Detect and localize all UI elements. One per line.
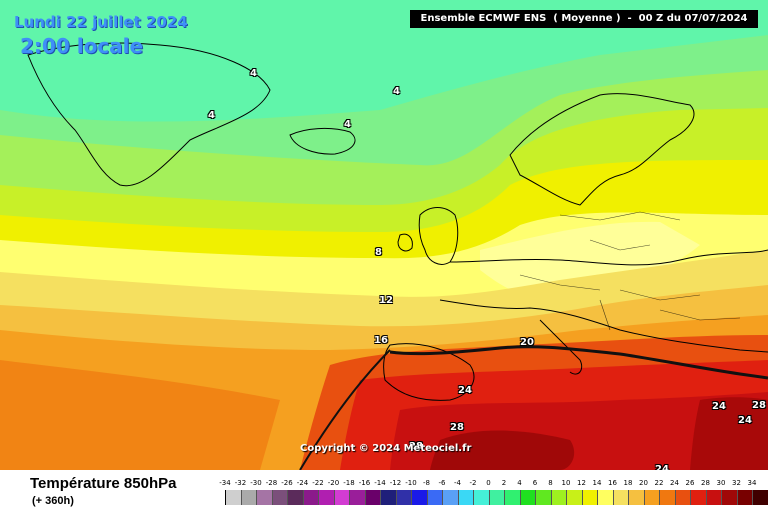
- scale-tick-label: 4: [517, 479, 522, 487]
- scale-tick-label: 14: [592, 479, 602, 487]
- scale-swatch: [691, 490, 707, 505]
- scale-swatch: [660, 490, 676, 505]
- variable-title: Température 850hPa: [30, 475, 177, 492]
- isotherm-label: 4: [393, 86, 400, 97]
- scale-swatch: [505, 490, 521, 505]
- scale-tick-label: 30: [716, 479, 726, 487]
- scale-swatch: [675, 490, 691, 505]
- scale-tick-label: 12: [577, 479, 586, 487]
- scale-tick-label: -16: [358, 479, 371, 487]
- isotherm-label: 8: [375, 247, 382, 258]
- scale-swatch: [241, 490, 257, 505]
- scale-swatch: [365, 490, 381, 505]
- scale-swatch: [629, 490, 645, 505]
- scale-tick-label: -20: [327, 479, 340, 487]
- scale-tick-label: 8: [548, 479, 553, 487]
- copyright-text: Copyright © 2024 Meteociel.fr: [300, 443, 472, 454]
- scale-swatch: [737, 490, 753, 505]
- scale-swatch: [288, 490, 304, 505]
- scale-swatch: [458, 490, 474, 505]
- scale-swatch: [520, 490, 536, 505]
- scale-swatch: [226, 490, 242, 505]
- scale-tick-label: -18: [343, 479, 355, 487]
- scale-tick-label: 6: [532, 479, 538, 487]
- scale-swatch: [350, 490, 366, 505]
- isotherm-label: 28: [409, 441, 423, 452]
- model-run-banner: Ensemble ECMWF ENS ( Moyenne ) - 00 Z du…: [410, 10, 758, 28]
- scale-tick-label: 16: [608, 479, 617, 487]
- scale-swatch: [412, 490, 428, 505]
- local-time: 2:00 locale: [20, 34, 144, 58]
- scale-swatch: [396, 490, 412, 505]
- scale-tick-label: 10: [561, 479, 571, 487]
- isotherm-label: 24: [458, 385, 472, 396]
- scale-swatch: [474, 490, 490, 505]
- scale-tick-label: 22: [654, 479, 664, 487]
- scale-tick-label: 18: [623, 479, 633, 487]
- scale-tick-label: 28: [701, 479, 710, 487]
- scale-tick-label: 26: [685, 479, 695, 487]
- scale-swatch: [753, 490, 768, 505]
- isotherm-label: 16: [374, 335, 388, 346]
- scale-swatch: [582, 490, 598, 505]
- temperature-map: Lundi 22 juillet 2024 2:00 locale Ensemb…: [0, 0, 768, 470]
- isotherm-label: 24: [655, 464, 669, 470]
- isotherm-label: 12: [379, 295, 393, 306]
- scale-tick-label: -14: [374, 479, 386, 487]
- scale-tick-label: -32: [234, 479, 247, 487]
- scale-tick-label: 2: [501, 479, 507, 487]
- scale-tick-label: -2: [469, 479, 477, 487]
- scale-swatch: [381, 490, 397, 505]
- scale-tick-label: -28: [265, 479, 278, 487]
- isotherm-label: 4: [344, 119, 351, 130]
- scale-swatch: [567, 490, 583, 505]
- isotherm-label: 24: [738, 415, 752, 426]
- scale-swatch: [489, 490, 505, 505]
- scale-swatch: [319, 490, 335, 505]
- scale-tick-label: -10: [405, 479, 417, 487]
- isotherm-label: 24: [712, 401, 726, 412]
- scale-swatch: [644, 490, 660, 505]
- scale-swatch: [303, 490, 319, 505]
- scale-swatch: [334, 490, 350, 505]
- scale-swatch: [706, 490, 722, 505]
- scale-tick-label: 0: [486, 479, 491, 487]
- scale-tick-label: -12: [389, 479, 402, 487]
- scale-ticks: -34 -32 -30 -28 -26 -24 -22 -20 -18 -16 -14 -12 -10-…: [219, 479, 756, 490]
- scale-swatch: [598, 490, 614, 505]
- scale-swatch: [443, 490, 459, 505]
- legend-footer: Température 850hPa (+ 360h) -34 -32 -30 -28…: [0, 470, 768, 512]
- scale-tick-label: -26: [281, 479, 293, 487]
- scale-tick-label: 24: [670, 479, 679, 487]
- forecast-date: Lundi 22 juillet 2024: [14, 13, 188, 31]
- isotherm-label: 4: [250, 68, 257, 79]
- scale-swatch: [551, 490, 567, 505]
- lead-time: (+ 360h): [32, 495, 74, 507]
- color-scale: -34 -32 -30 -28 -26 -24 -22 -20 -18 -16 -14 -12 -10-…: [219, 479, 768, 509]
- scale-tick-label: 20: [639, 479, 648, 487]
- scale-tick-label: -4: [454, 479, 461, 487]
- isotherm-label: 28: [752, 400, 766, 411]
- scale-swatch: [427, 490, 443, 505]
- scale-swatch: [722, 490, 738, 505]
- scale-swatch: [272, 490, 288, 505]
- scale-tick-label: -8: [423, 479, 430, 487]
- scale-swatch: [536, 490, 552, 505]
- scale-tick-label: -22: [312, 479, 324, 487]
- isotherm-label: 20: [520, 337, 534, 348]
- isotherm-label: 28: [450, 422, 464, 433]
- scale-tick-label: 32: [732, 479, 741, 487]
- scale-swatch: [613, 490, 629, 505]
- scale-swatch: [257, 490, 273, 505]
- scale-swatches: [225, 490, 768, 505]
- scale-tick-label: -6: [438, 479, 446, 487]
- isotherm-label: 4: [208, 110, 215, 121]
- scale-tick-label: -30: [250, 479, 262, 487]
- temperature-field: [0, 0, 768, 470]
- scale-tick-label: 34: [747, 479, 757, 487]
- scale-tick-label: -34: [219, 479, 231, 487]
- scale-tick-label: -24: [296, 479, 309, 487]
